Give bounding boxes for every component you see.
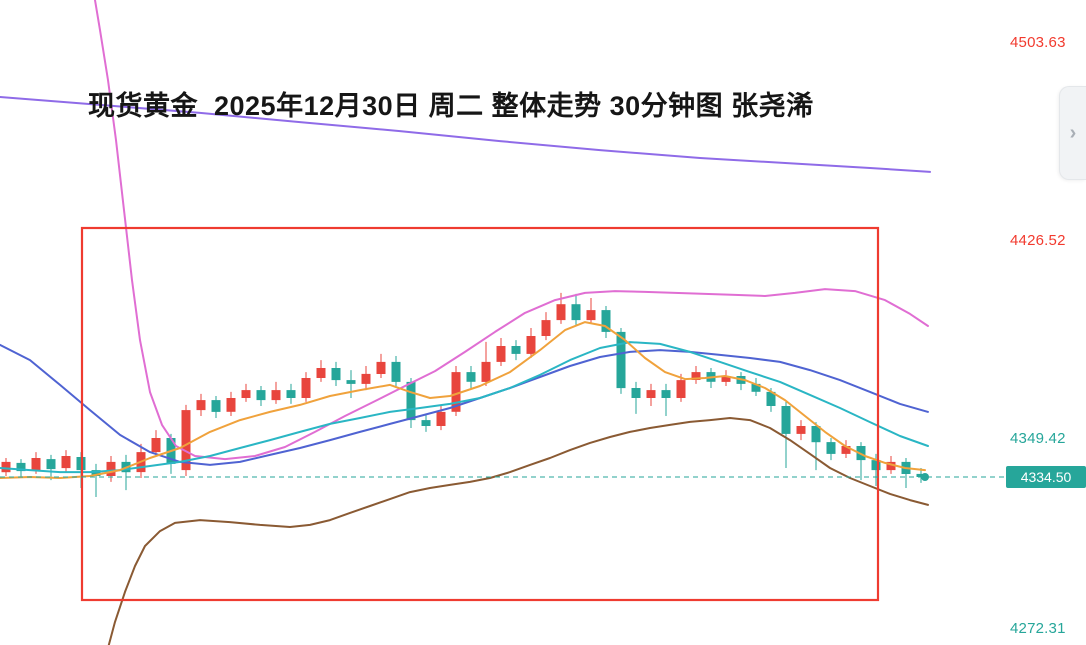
candle — [346, 370, 356, 398]
candle — [616, 328, 626, 394]
candle — [91, 463, 101, 497]
candle — [391, 356, 401, 388]
candle — [16, 459, 26, 477]
candle — [601, 306, 611, 338]
candle — [61, 450, 71, 473]
ma-mid-cyan-line — [0, 341, 929, 474]
candle — [586, 298, 596, 324]
last-price-marker — [921, 473, 929, 481]
candle — [241, 383, 251, 402]
candle — [406, 378, 416, 428]
candle — [121, 454, 131, 491]
candle — [901, 458, 911, 488]
candle — [106, 456, 116, 482]
candle — [781, 401, 791, 468]
candle — [301, 372, 311, 402]
candle — [571, 293, 581, 326]
highlight-box — [80, 226, 880, 602]
candle — [541, 312, 551, 341]
candle — [316, 360, 326, 382]
candle — [196, 393, 206, 416]
candle — [721, 370, 731, 386]
candle — [256, 386, 266, 406]
candle — [751, 378, 761, 396]
candle — [376, 353, 386, 378]
candle — [691, 366, 701, 384]
candle — [646, 383, 656, 406]
candle — [496, 338, 506, 366]
candle — [511, 340, 521, 361]
candle — [211, 396, 221, 418]
candle — [226, 391, 236, 416]
candle — [271, 381, 281, 404]
candle — [151, 430, 161, 456]
bollinger-lower-line — [107, 417, 929, 645]
chevron-right-icon: › — [1069, 122, 1077, 144]
candle — [181, 404, 191, 476]
candle — [466, 366, 476, 388]
panel-toggle[interactable]: › — [1059, 86, 1086, 180]
candle — [451, 366, 461, 416]
chart-title: 现货黄金 2025年12月30日 周二 整体走势 30分钟图 张尧浠 — [88, 91, 814, 121]
candle — [286, 383, 296, 404]
candle — [526, 328, 536, 358]
candle — [361, 366, 371, 391]
candle — [811, 422, 821, 471]
candle — [796, 420, 806, 441]
candle — [631, 381, 641, 414]
bollinger-upper-line — [94, 0, 929, 461]
candle — [421, 413, 431, 432]
ma-slow-blue-line — [0, 343, 929, 466]
current-price-badge: 4334.50 — [1006, 466, 1086, 488]
ma-long-purple-line — [0, 96, 931, 173]
candle — [1, 458, 11, 476]
candle — [46, 454, 56, 481]
candle — [856, 442, 866, 481]
ma-fast-orange-line — [0, 321, 926, 479]
candle — [826, 438, 836, 461]
candle — [736, 372, 746, 391]
candle — [841, 440, 851, 458]
candle — [481, 341, 491, 386]
candle — [661, 383, 671, 416]
candle — [331, 361, 341, 386]
